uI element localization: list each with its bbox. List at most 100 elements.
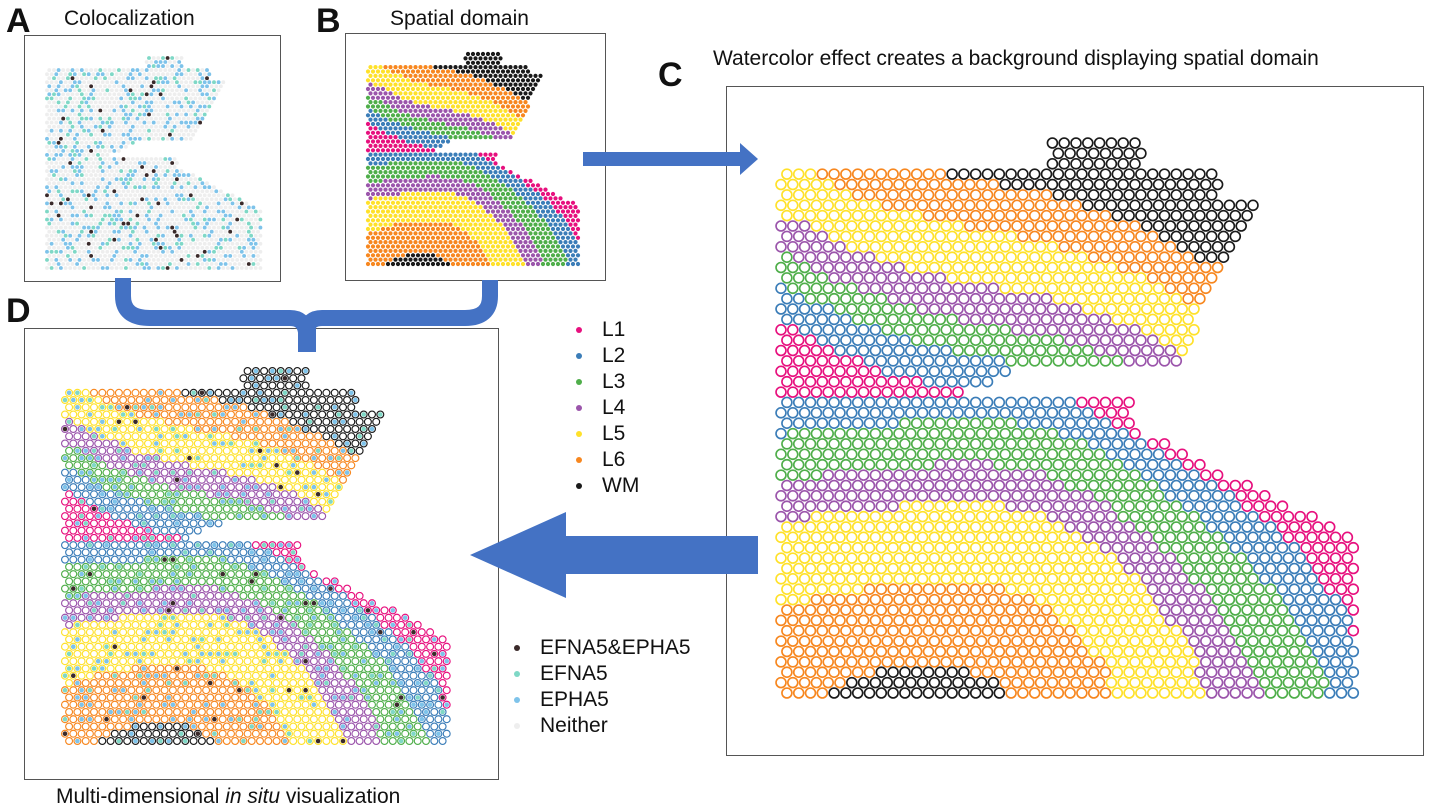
spot [137,185,142,190]
spot [205,197,209,202]
spot [198,96,203,101]
spot [89,157,94,161]
spot [205,245,209,250]
spot [75,205,80,210]
spot [49,112,54,117]
spot [209,237,214,242]
spot [79,92,84,97]
spot [161,209,165,214]
spot [47,100,52,105]
spot [84,213,89,218]
spot [56,157,61,161]
spot [198,185,203,190]
spot [212,209,216,214]
spot [112,157,117,161]
colocalization-spot-plot [45,56,263,270]
spot [242,229,247,234]
spot [91,80,96,85]
spot [212,225,216,230]
spot [84,100,89,105]
spot [82,241,87,246]
spot [184,241,189,246]
spot [105,249,110,254]
spot [144,197,149,202]
spot [149,237,154,242]
spot [77,225,82,230]
spot [77,177,82,182]
spot [100,144,105,149]
spot [86,96,91,101]
spot [154,165,158,169]
spot [177,245,182,250]
spot [140,237,145,242]
spot [130,100,135,105]
spot [184,209,189,214]
spot [58,241,63,246]
spot [82,80,87,85]
spot [128,112,133,117]
spot [96,80,100,85]
spot [103,140,107,145]
spot [195,84,200,89]
spot [45,144,49,149]
spot [214,229,219,234]
spot [181,213,186,218]
spot [79,100,84,105]
spot [188,80,193,85]
spot [137,217,142,222]
spot [184,201,189,206]
spot [149,221,154,226]
spot [181,197,186,202]
spot [89,197,94,202]
spot [151,225,156,230]
spot [105,112,110,117]
spot [232,221,237,226]
spot [174,241,179,246]
spot [86,201,91,206]
spot [49,249,54,254]
spot [172,189,177,194]
spot [135,173,140,178]
spot [177,132,182,137]
spot [186,76,191,81]
spot [123,185,128,190]
spot [45,88,49,93]
spot [140,205,145,210]
spot [142,104,147,109]
spot [158,68,163,73]
spot [75,221,80,226]
spot [119,120,124,125]
spot [96,185,100,190]
spot [54,217,59,222]
spot [56,237,61,242]
spot [207,80,212,85]
spot [119,112,124,117]
spot [161,96,165,101]
spot [165,209,170,214]
spot [128,177,133,182]
spot [82,185,87,190]
spot [202,104,207,109]
spot [93,197,98,202]
spot [100,152,105,157]
spot [103,173,107,178]
spot [172,245,177,250]
spot [98,197,103,202]
spot [218,237,223,242]
spot [228,221,233,226]
spot [230,209,235,214]
spot [174,112,179,117]
spot [193,249,198,254]
spot [68,104,73,109]
spot [63,136,68,141]
spot [188,225,193,230]
spot [47,140,52,145]
spot [179,80,184,85]
spot [137,225,142,230]
spot [93,116,98,121]
spot [174,128,179,133]
spot [149,205,154,210]
spot [149,60,154,64]
spot [256,221,260,226]
spot [72,217,77,222]
